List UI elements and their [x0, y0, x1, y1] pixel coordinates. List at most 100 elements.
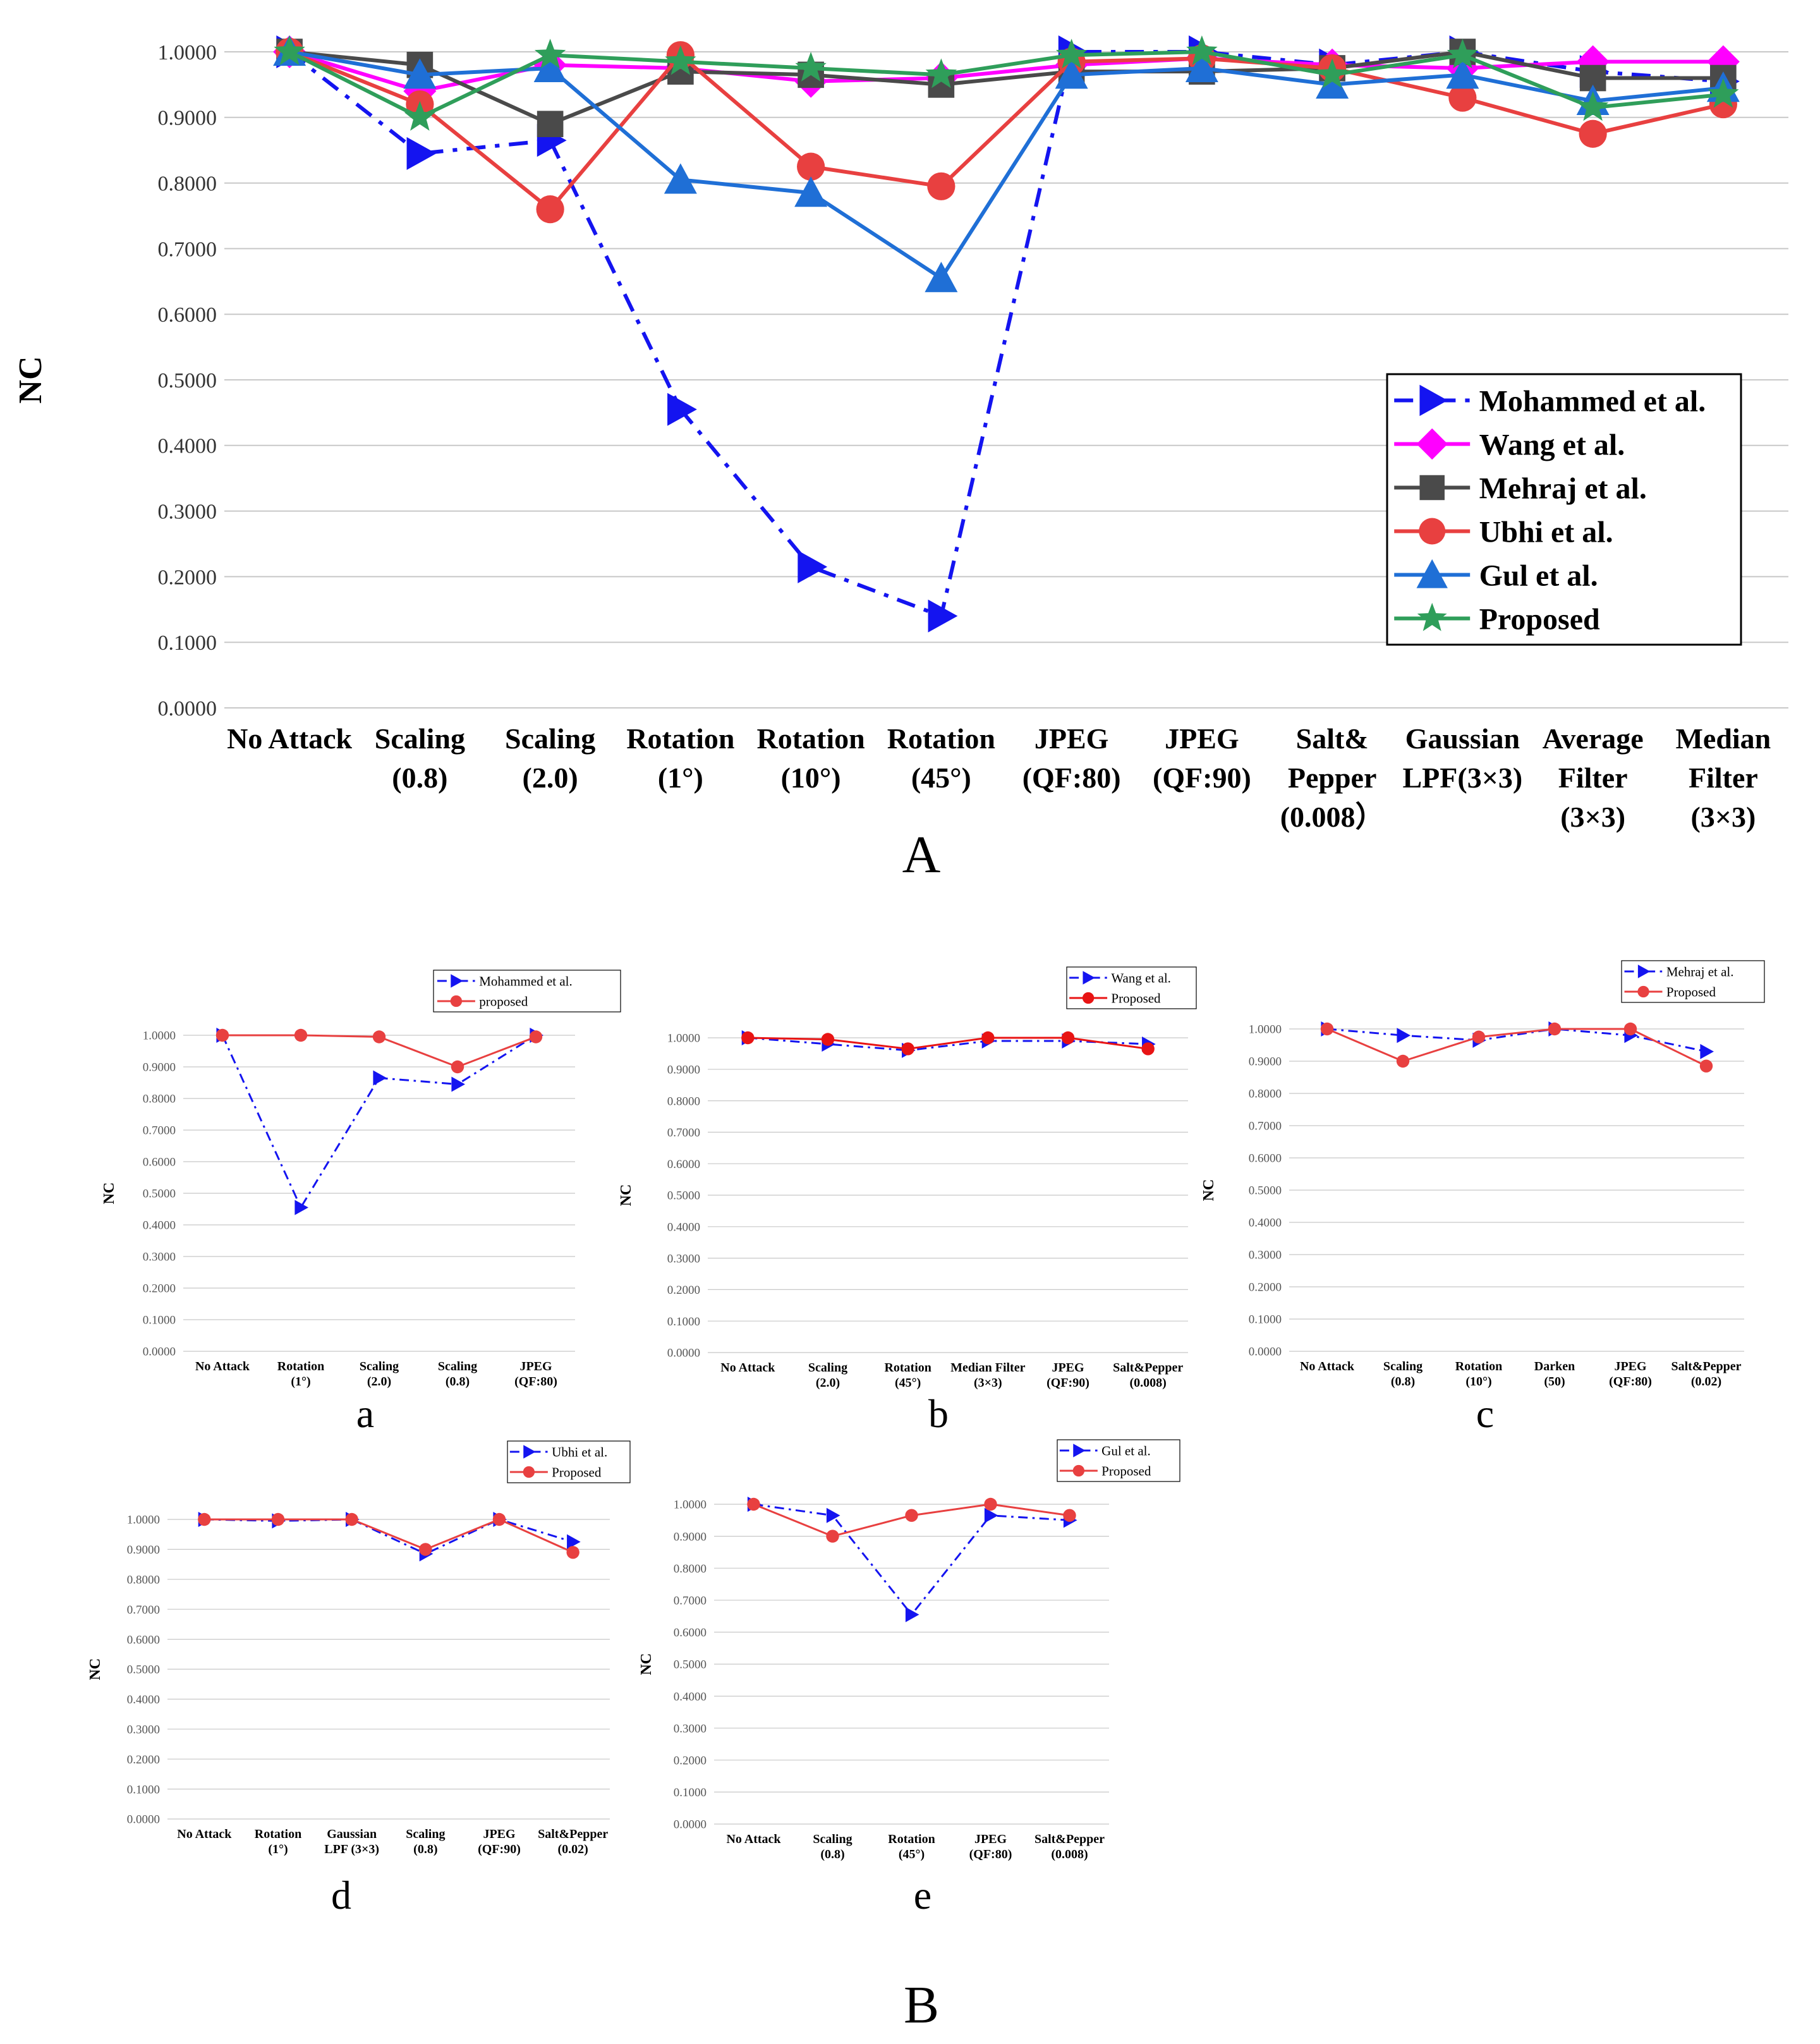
x-tick-label: Salt&Pepper [1113, 1361, 1183, 1375]
x-tick-label: (QF:80) [1609, 1375, 1652, 1389]
series-line [748, 1037, 1148, 1050]
data-point [404, 100, 436, 131]
legend-marker [1082, 992, 1095, 1004]
legend-marker [1083, 971, 1095, 985]
data-point [928, 599, 958, 633]
data-point [1316, 58, 1348, 88]
data-point [451, 1076, 465, 1092]
x-tick-label: (3×3) [1560, 801, 1625, 833]
y-tick-label: 0.5000 [667, 1189, 700, 1203]
legend: Mohammed et al. Wang et al. Mehraj et al. U… [1386, 373, 1742, 646]
data-point [794, 176, 828, 207]
y-tick-label: 1.0000 [158, 41, 217, 64]
y-tick-label: 0.1000 [158, 631, 217, 655]
legend-entry: Ubhi et al. [1479, 515, 1613, 549]
data-point [1548, 1022, 1562, 1036]
legend-marker [523, 1466, 535, 1478]
legend-entry: Proposed [1479, 602, 1600, 636]
y-tick-label: 0.7000 [1249, 1120, 1282, 1133]
legend-entry: Mohammed et al. [1479, 384, 1706, 418]
x-tick-label: (0.8) [446, 1375, 470, 1389]
data-point [905, 1607, 919, 1622]
y-tick-label: 1.0000 [1249, 1023, 1282, 1037]
y-tick-label: 0.8000 [667, 1095, 700, 1108]
data-point [567, 1534, 581, 1550]
legend-entry: Mehraj et al. [1666, 964, 1734, 979]
x-tick-label: LPF(3×3) [1403, 762, 1523, 794]
x-tick-label: JPEG [974, 1832, 1007, 1846]
legend-marker [1419, 475, 1445, 501]
legend-entry: proposed [479, 994, 528, 1009]
data-point [451, 1060, 464, 1074]
x-tick-label: (QF:80) [969, 1847, 1012, 1861]
data-point [1141, 1042, 1155, 1055]
y-tick-label: 1.0000 [127, 1514, 160, 1527]
x-tick-label: (0.8) [1391, 1375, 1415, 1389]
y-tick-label: 0.8000 [674, 1562, 707, 1576]
x-tick-label: Scaling [438, 1360, 477, 1373]
x-tick-label: Rotation [888, 1832, 935, 1846]
data-point [419, 1543, 432, 1556]
y-tick-label: 0.2000 [674, 1754, 707, 1767]
y-tick-label: 0.1000 [1249, 1313, 1282, 1327]
x-tick-label: Darken [1534, 1360, 1575, 1373]
legend: Gul et al. Proposed [1057, 1439, 1180, 1482]
series-proposed [274, 35, 1739, 131]
data-point [1447, 39, 1479, 69]
data-point [1316, 68, 1349, 99]
y-tick-label: 0.8000 [158, 173, 217, 196]
data-point [534, 39, 566, 69]
y-tick-label: 0.6000 [158, 303, 217, 327]
legend-entry: Mohammed et al. [479, 973, 573, 989]
data-point [1472, 1030, 1486, 1043]
x-tick-label: (3×3) [1690, 801, 1756, 833]
data-point [1577, 91, 1609, 121]
chart-d: 0.0000 0.1000 0.2000 0.3000 0.4000 0.5000 0.60… [87, 1440, 631, 1918]
x-tick-label: Rotation [626, 722, 734, 755]
x-tick-label: Salt&Pepper [538, 1827, 608, 1841]
data-point [795, 51, 827, 82]
y-tick-label: 0.9000 [674, 1530, 707, 1543]
legend-marker [451, 974, 463, 988]
data-point [537, 111, 564, 137]
y-axis-label: NC [618, 1184, 634, 1207]
y-tick-label: 0.0000 [667, 1347, 700, 1360]
data-point [1700, 1043, 1714, 1059]
series-line [204, 1518, 574, 1554]
y-tick-label: 0.3000 [1249, 1249, 1282, 1262]
x-tick-label: (2.0) [816, 1376, 840, 1390]
x-tick-label: Rotation [277, 1360, 324, 1373]
y-tick-label: 0.6000 [667, 1158, 700, 1171]
x-tick-label: Gaussian [1405, 722, 1520, 755]
data-point [1055, 39, 1088, 69]
x-tick-label: Salt& [1296, 722, 1369, 755]
y-axis-label: NC [87, 1658, 104, 1681]
legend-entry: Ubhi et al. [552, 1444, 607, 1459]
legend-marker [523, 1445, 536, 1459]
data-point [373, 1070, 387, 1086]
legend: Mehraj et al. Proposed [1621, 960, 1765, 1003]
y-tick-label: 0.9000 [667, 1063, 700, 1076]
x-tick-label: (QF:80) [514, 1375, 557, 1389]
data-point [1623, 1022, 1637, 1036]
x-tick-label: (0.008) [1130, 1376, 1167, 1390]
x-tick-label: (QF:90) [1046, 1376, 1089, 1390]
y-tick-label: 0.0000 [143, 1346, 176, 1359]
legend-box [433, 970, 621, 1013]
x-tick-label: Scaling [813, 1832, 852, 1846]
x-tick-label: No Attack [1300, 1360, 1355, 1373]
y-tick-label: 1.0000 [667, 1032, 700, 1045]
data-point [536, 195, 564, 224]
y-tick-label: 0.0000 [1249, 1346, 1282, 1359]
y-tick-label: 0.3000 [143, 1251, 176, 1264]
legend-marker [1419, 518, 1446, 545]
x-tick-label: Scaling [505, 722, 595, 755]
x-tick-label: (2.0) [367, 1375, 391, 1389]
y-tick-label: 0.0000 [674, 1818, 707, 1832]
y-tick-label: 0.0000 [158, 697, 217, 721]
x-tick-label: Average [1543, 722, 1644, 755]
y-tick-label: 0.5000 [158, 369, 217, 392]
x-tick-label: JPEG [1165, 722, 1239, 755]
charts-layer: 0.0000 0.1000 0.2000 0.3000 0.4000 0.5000 0.60… [13, 35, 1788, 1918]
y-tick-label: 0.7000 [127, 1603, 160, 1617]
